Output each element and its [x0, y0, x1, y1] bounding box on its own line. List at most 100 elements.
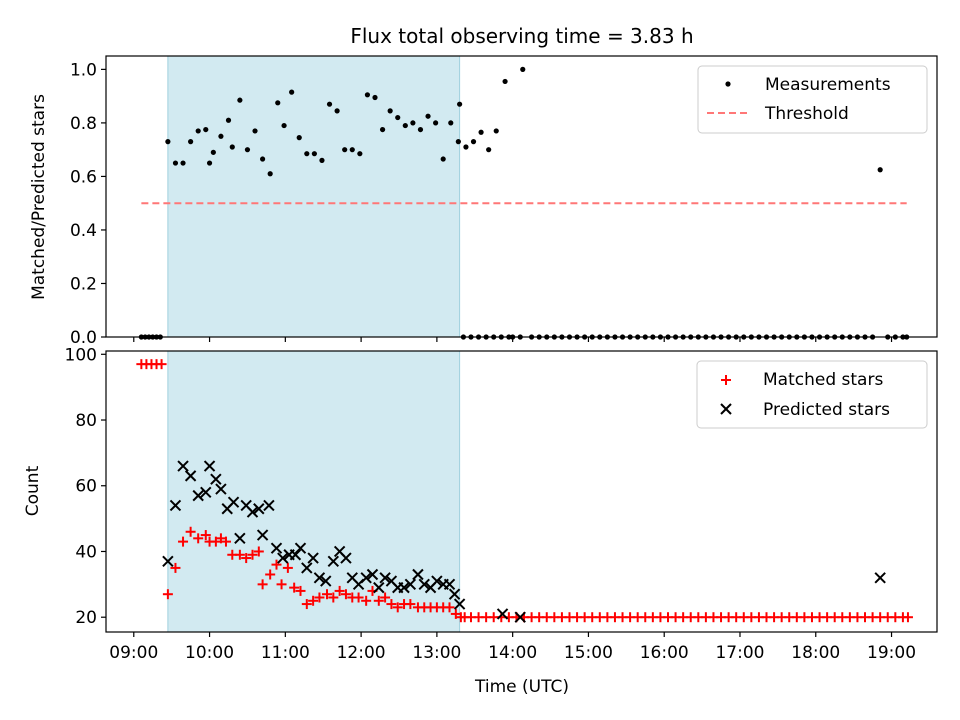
top-y-tick-label: 0.4 [70, 221, 97, 241]
predicted-star-point [270, 542, 283, 554]
matched-star-point [353, 592, 364, 603]
predicted-point-stroke-b [874, 572, 886, 584]
measurement-point [440, 156, 446, 162]
top-shaded-region [167, 56, 460, 337]
top-legend-box [697, 65, 928, 134]
predicted-point-stroke-b [263, 499, 275, 512]
measurement-point [206, 160, 213, 166]
predicted-star-point [313, 572, 326, 584]
predicted-star-point [289, 549, 302, 561]
predicted-point-stroke-b [514, 611, 526, 623]
predicted-point-stroke-b [210, 473, 222, 485]
predicted-star-point [256, 529, 269, 541]
measurement-point [304, 151, 310, 157]
matched-star-point [386, 599, 397, 610]
matched-star-point [295, 585, 306, 596]
measurement-point [387, 108, 393, 114]
predicted-star-point [192, 489, 204, 502]
bottom-legend-box [696, 360, 928, 429]
legend-marker-measurements [725, 81, 731, 87]
predicted-star-point [874, 572, 886, 584]
predicted-point-stroke-b [192, 489, 204, 502]
predicted-point-stroke-b [453, 598, 466, 610]
measurement-point [520, 66, 526, 72]
bottom-plot-frame [105, 350, 938, 633]
predicted-point-stroke-b [320, 575, 332, 587]
predicted-star-point [418, 578, 430, 591]
predicted-point-stroke-b [307, 552, 319, 564]
predicted-point-stroke-b [385, 575, 398, 587]
matched-star-point [322, 589, 333, 600]
bottom-y-tick-label: 80 [75, 411, 97, 431]
matched-star-point [265, 569, 276, 580]
measurement-point [237, 97, 243, 103]
measurement-point [267, 171, 273, 177]
matched-star-point [301, 599, 312, 610]
measurement-point [289, 89, 295, 95]
bottom-x-axis-ticks: 09:00 10:00 11:00 12:00 13:00 14:00 15:00 16:00… [109, 632, 916, 663]
predicted-point-stroke-b [340, 552, 352, 564]
predicted-point-stroke-b [227, 496, 240, 508]
predicted-point-stroke-b [289, 549, 302, 561]
measurement-point [229, 144, 235, 150]
predicted-star-point [301, 562, 313, 574]
predicted-star-point [177, 460, 189, 472]
predicted-point-stroke-b [169, 499, 182, 512]
predicted-point-stroke-b [431, 575, 443, 587]
predicted-star-point [340, 552, 352, 564]
predicted-star-point [203, 460, 216, 472]
predicted-point-stroke-b [294, 542, 307, 554]
x-tick-label: 12:00 [337, 643, 386, 663]
top-y-tick-label: 0.6 [70, 167, 97, 187]
bottom-y-tick-label: 60 [75, 477, 97, 497]
predicted-point-stroke-b [313, 572, 326, 584]
predicted-star-point [404, 578, 417, 591]
bottom-y-tick-label: 100 [65, 345, 97, 365]
predicted-point-stroke-b [496, 608, 509, 620]
x-axis-label: Time (UTC) [474, 677, 569, 697]
predicted-point-stroke-b [200, 486, 212, 499]
predicted-point-stroke-b [398, 581, 410, 594]
predicted-star-point [327, 555, 340, 568]
matched-star-point [450, 608, 461, 619]
measurement-point [165, 139, 171, 145]
measurement-point [349, 147, 355, 153]
bottom-y-tick-label: 40 [75, 542, 97, 562]
measurement-point [448, 120, 454, 126]
measurement-point [486, 147, 492, 153]
predicted-point-stroke-b [366, 568, 379, 581]
predicted-star-point [360, 572, 372, 584]
matched-star-point [257, 579, 268, 590]
predicted-point-stroke-b [203, 460, 216, 472]
x-tick-label: 17:00 [715, 643, 764, 663]
predicted-star-point [307, 552, 319, 564]
bottom-legend: Matched stars Predicted stars [696, 360, 928, 429]
x-tick-label: 14:00 [488, 643, 537, 663]
measurement-point [210, 149, 216, 155]
measurement-point [417, 126, 424, 133]
matched-star-point [241, 553, 252, 564]
x-tick-label: 18:00 [791, 643, 840, 663]
predicted-point-stroke-b [253, 503, 265, 515]
matched-star-point [308, 595, 319, 606]
predicted-point-stroke-b [360, 572, 372, 584]
legend-marker-matched [721, 375, 731, 385]
top-plot-frame [105, 55, 938, 338]
bottom-y-tick-label: 20 [75, 608, 97, 628]
predicted-point-stroke-b [162, 555, 174, 568]
measurement-point [463, 144, 469, 150]
measurement-point [402, 122, 408, 129]
predicted-point-stroke-b [448, 588, 461, 600]
matched-star-point [185, 526, 196, 537]
measurement-point [296, 135, 302, 141]
measurement-point [252, 128, 258, 134]
predicted-star-point [514, 611, 526, 623]
predicted-point-stroke-b [177, 460, 189, 472]
predicted-point-stroke-b [234, 532, 246, 545]
legend-marker-predicted [720, 403, 732, 415]
measurement-point [410, 120, 416, 126]
bottom-y-axis-ticks: 20 40 60 80 100 [65, 345, 106, 628]
matched-star-point [373, 595, 384, 606]
matched-star-point [220, 536, 231, 547]
